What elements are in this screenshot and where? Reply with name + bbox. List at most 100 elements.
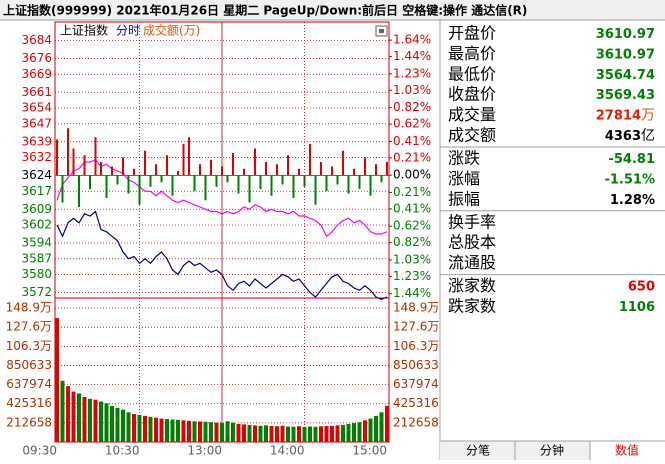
quote-unit: 亿 <box>641 128 655 144</box>
volume-bar <box>159 418 164 442</box>
y-tick-label: 3676 <box>21 51 52 65</box>
volume-bar <box>148 416 153 442</box>
tab-label[interactable]: 分钟 <box>540 443 564 458</box>
volume-bar <box>93 399 98 442</box>
y-tick-label: 3661 <box>21 85 52 99</box>
y-tick-label: 3624 <box>21 168 52 182</box>
y2-tick-label: 1.23% <box>393 269 431 283</box>
volume-bar <box>379 412 384 442</box>
quote-value: 3569.43 <box>596 88 655 103</box>
volume-bar <box>203 421 208 442</box>
volume-bar <box>60 380 65 442</box>
y2-tick-label: 1.44% <box>393 49 431 63</box>
volume-bar <box>88 398 92 442</box>
quote-number: 3569.43 <box>596 88 655 103</box>
quote-label: 涨家数 <box>448 276 496 295</box>
y-tick-label: 3684 <box>21 33 52 47</box>
y2-tick-label: 0.41% <box>393 201 431 215</box>
quote-number: 4363 <box>605 129 641 144</box>
quote-label: 跌家数 <box>448 297 496 316</box>
y-tick-label: 3572 <box>21 285 52 299</box>
volume-bar <box>66 386 70 442</box>
quote-value: 1.28% <box>610 192 655 207</box>
y2-tick-label: 1.44% <box>393 286 431 300</box>
y-tick-label: 127.6万 <box>6 320 52 334</box>
volume-bar <box>247 424 252 442</box>
quote-number: 3610.97 <box>596 47 655 62</box>
quote-number: -1.51% <box>605 172 656 187</box>
quote-value: -1.51% <box>605 172 656 187</box>
quote-label: 最低价 <box>448 64 496 83</box>
volume-bar <box>297 426 301 442</box>
volume-bar <box>170 419 175 442</box>
y-tick-label: 3609 <box>21 202 52 216</box>
volume-bar <box>209 422 213 442</box>
quote-label: 换手率 <box>448 212 496 231</box>
volume-bar <box>308 426 312 442</box>
y-tick-label: 3639 <box>21 134 52 148</box>
volume-bar <box>341 424 345 442</box>
quote-label: 流通股 <box>448 253 496 272</box>
y2-tick-label: 637974 <box>393 377 439 391</box>
volume-bar <box>253 425 257 442</box>
y2-tick-label: 0.00% <box>393 168 431 182</box>
quote-number: 3564.74 <box>596 67 655 82</box>
tab-label[interactable]: 数值 <box>615 443 639 458</box>
volume-bar <box>154 417 158 442</box>
volume-bar <box>181 420 186 442</box>
volume-bar <box>319 426 323 442</box>
volume-bar <box>302 426 307 442</box>
x-tick-label: 14:00 <box>270 444 305 458</box>
tab-selected <box>590 441 665 460</box>
volume-bar <box>192 421 197 442</box>
toolbar-item: 成交额(万) <box>143 23 200 38</box>
y2-tick-label: 1.64% <box>393 33 431 47</box>
y-tick-label: 637974 <box>6 377 52 391</box>
quote-number: 1.28% <box>610 192 655 207</box>
quote-value: 3564.74 <box>596 67 655 82</box>
volume-bar <box>143 415 147 442</box>
quote-value: 4363亿 <box>605 128 655 144</box>
volume-bar <box>385 406 389 442</box>
y2-tick-label: 0.82% <box>393 100 431 114</box>
volume-bar <box>115 407 120 442</box>
quote-label: 总股本 <box>448 233 496 252</box>
y2-tick-label: 0.21% <box>393 150 431 164</box>
tab-label[interactable]: 分笔 <box>466 443 490 458</box>
volume-bar <box>132 414 136 442</box>
volume-bar <box>374 415 378 442</box>
volume-bar <box>176 419 180 442</box>
quote-unit: 万 <box>641 108 655 124</box>
volume-bar <box>77 393 81 442</box>
volume-bar <box>126 412 131 442</box>
volume-bar <box>242 424 246 442</box>
volume-bar <box>335 425 340 442</box>
y2-tick-label: 425316 <box>393 396 439 410</box>
x-tick-label: 09:30 <box>22 444 57 458</box>
quote-value: -54.81 <box>608 152 655 167</box>
toolbar-icon-inner <box>379 29 384 33</box>
y-tick-label: 3587 <box>21 251 52 265</box>
volume-bar <box>110 406 114 442</box>
volume-bar <box>214 422 219 442</box>
volume-bar <box>82 397 87 442</box>
volume-bar <box>280 425 285 442</box>
y2-tick-label: 0.41% <box>393 134 431 148</box>
quote-label: 开盘价 <box>448 24 496 43</box>
y-tick-label: 3647 <box>21 116 52 130</box>
quote-value: 3610.97 <box>596 27 655 42</box>
y2-tick-label: 1.23% <box>393 66 431 80</box>
y2-tick-label: 0.21% <box>393 185 431 199</box>
x-tick-label: 10:30 <box>105 444 140 458</box>
volume-bar <box>121 409 125 442</box>
volume-bar <box>104 403 109 442</box>
quote-label: 收盘价 <box>448 85 496 104</box>
y2-tick-label: 1.03% <box>393 252 431 266</box>
quote-label: 最高价 <box>448 44 496 63</box>
volume-bar <box>137 415 142 442</box>
y-tick-label: 3654 <box>21 101 52 115</box>
y-tick-label: 106.3万 <box>6 339 52 353</box>
volume-bar <box>220 423 224 442</box>
